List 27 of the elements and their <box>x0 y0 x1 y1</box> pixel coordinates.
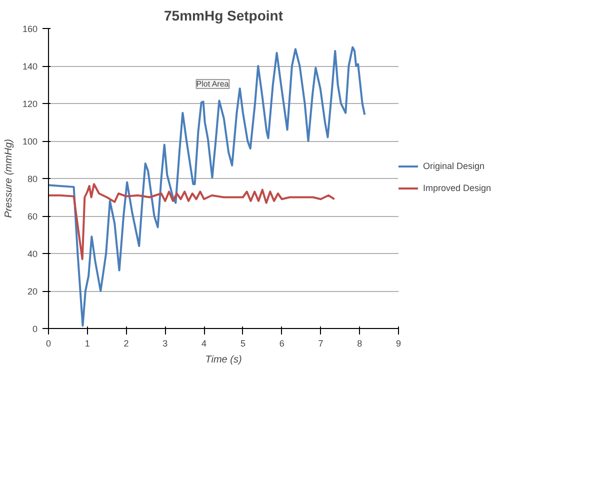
x-tick-label: 4 <box>202 338 207 348</box>
x-tick-label: 2 <box>124 338 129 348</box>
legend-label: Original Design <box>423 161 485 171</box>
annotation: Plot Area <box>196 80 230 88</box>
x-tick-label: 7 <box>318 338 324 348</box>
chart-title: 75mmHg Setpoint <box>164 8 284 24</box>
x-tick-label: 8 <box>357 338 362 348</box>
x-tick-label: 3 <box>162 338 168 348</box>
y-tick-label: 160 <box>22 24 38 34</box>
y-tick-label: 80 <box>27 174 38 184</box>
y-tick-label: 120 <box>22 99 38 109</box>
y-tick-label: 60 <box>27 212 38 222</box>
x-tick-label: 1 <box>84 338 90 348</box>
x-axis-title: Time (s) <box>205 354 242 366</box>
y-tick-label: 140 <box>22 62 38 72</box>
line-series <box>48 46 366 327</box>
y-tick-label: 0 <box>32 324 38 334</box>
legend-label: Improved Design <box>423 183 492 193</box>
y-axis-title: Pressure (mmHg) <box>3 139 14 218</box>
x-tick-label: 0 <box>46 338 52 348</box>
y-tick-label: 100 <box>22 136 38 146</box>
x-tick-label: 9 <box>396 338 402 348</box>
x-tick-label: 5 <box>240 338 246 348</box>
line-series <box>48 183 336 260</box>
y-tick-label: 20 <box>27 286 38 296</box>
x-tick-label: 6 <box>279 338 284 348</box>
y-tick-label: 40 <box>27 249 38 259</box>
